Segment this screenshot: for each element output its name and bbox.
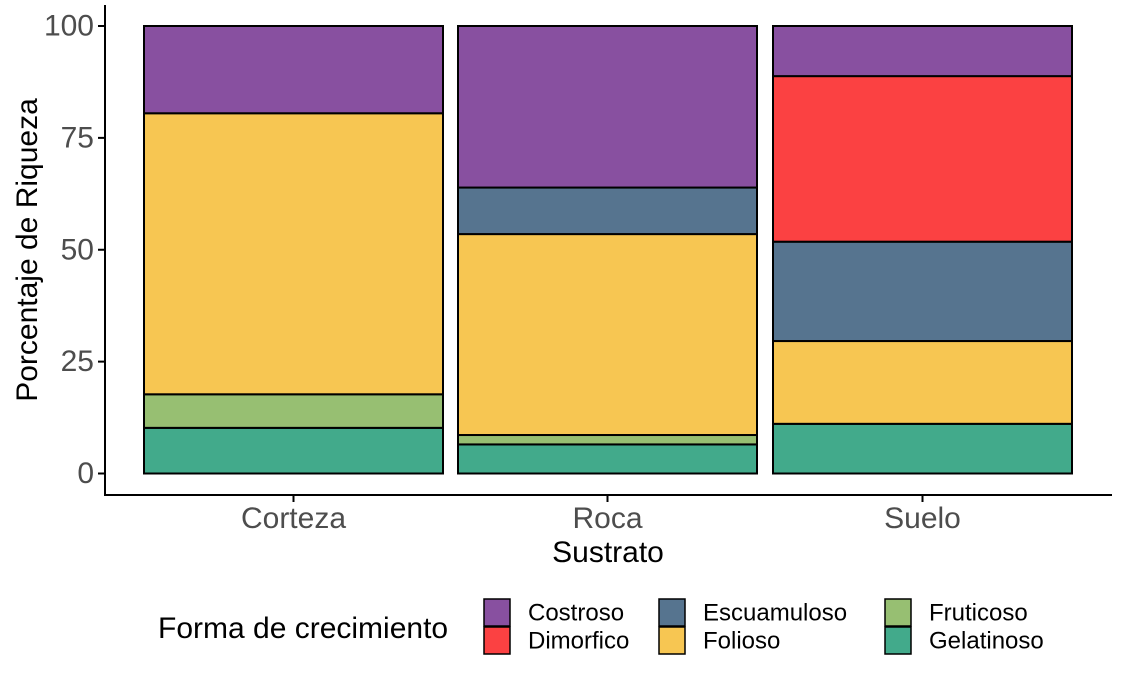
bar-segment-corteza-costroso [143, 25, 444, 115]
bar-segment-roca-costroso [457, 25, 758, 189]
legend-swatch-costroso [483, 598, 511, 627]
y-tick-label: 0 [77, 457, 94, 490]
y-tick-label: 75 [61, 121, 94, 154]
legend-label-escuamuloso: Escuamuloso [703, 600, 847, 627]
bar-segment-suelo-gelatinoso [772, 422, 1073, 475]
x-axis-title: Sustrato [552, 536, 664, 569]
x-tick-label-suelo: Suelo [884, 502, 961, 535]
y-tick-label: 25 [61, 345, 94, 378]
bar-segment-roca-fruticoso [457, 434, 758, 446]
bar-segment-roca-gelatinoso [457, 443, 758, 475]
legend-title: Forma de crecimiento [158, 612, 448, 645]
x-tick-label-corteza: Corteza [241, 502, 346, 535]
legend-label-folioso: Folioso [703, 628, 780, 655]
y-tick-label: 100 [44, 10, 94, 43]
y-axis-title: Porcentaje de Riqueza [11, 98, 44, 402]
y-ticks-layer: 0 25 50 75 100 [44, 10, 105, 490]
x-ticks-layer: Corteza Roca Suelo [241, 495, 961, 535]
bar-segment-roca-folioso [457, 233, 758, 437]
legend-label-fruticoso: Fruticoso [929, 600, 1028, 627]
legend-label-gelatinoso: Gelatinoso [929, 628, 1044, 655]
bars-layer [143, 25, 1073, 475]
legend-label-dimorfico: Dimorfico [528, 628, 629, 655]
x-tick-label-roca: Roca [572, 502, 642, 535]
bar-segment-suelo-dimorfico [772, 75, 1073, 243]
legend-swatch-dimorfico [483, 626, 511, 655]
legend-swatch-fruticoso [884, 598, 912, 627]
bar-segment-corteza-gelatinoso [143, 426, 444, 475]
legend-swatch-escuamuloso [658, 598, 686, 627]
legend-swatch-folioso [658, 626, 686, 655]
bar-segment-suelo-folioso [772, 340, 1073, 425]
bar-segment-suelo-escuamuloso [772, 240, 1073, 343]
bar-segment-suelo-costroso [772, 25, 1073, 78]
bar-segment-roca-escuamuloso [457, 186, 758, 236]
bar-segment-corteza-fruticoso [143, 393, 444, 429]
y-tick-label: 50 [61, 233, 94, 266]
legend-swatch-gelatinoso [884, 626, 912, 655]
legend-label-costroso: Costroso [528, 600, 624, 627]
bar-segment-corteza-folioso [143, 112, 444, 396]
